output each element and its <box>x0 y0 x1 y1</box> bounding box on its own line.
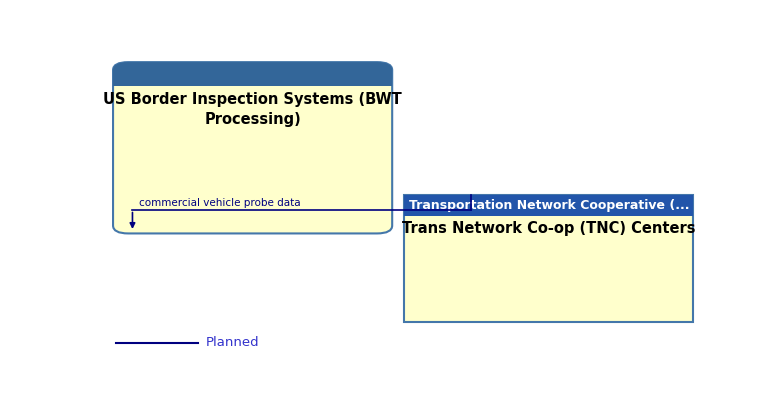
Text: commercial vehicle probe data: commercial vehicle probe data <box>139 198 301 208</box>
Text: Trans Network Co-op (TNC) Centers: Trans Network Co-op (TNC) Centers <box>402 221 695 236</box>
Text: US Border Inspection Systems (BWT
Processing): US Border Inspection Systems (BWT Proces… <box>103 92 402 127</box>
Bar <box>404 195 693 216</box>
Text: Planned: Planned <box>205 336 259 349</box>
Bar <box>113 74 392 86</box>
Bar <box>404 195 693 322</box>
Text: Transportation Network Cooperative (...: Transportation Network Cooperative (... <box>410 199 690 212</box>
FancyBboxPatch shape <box>113 62 392 234</box>
FancyBboxPatch shape <box>113 62 392 86</box>
